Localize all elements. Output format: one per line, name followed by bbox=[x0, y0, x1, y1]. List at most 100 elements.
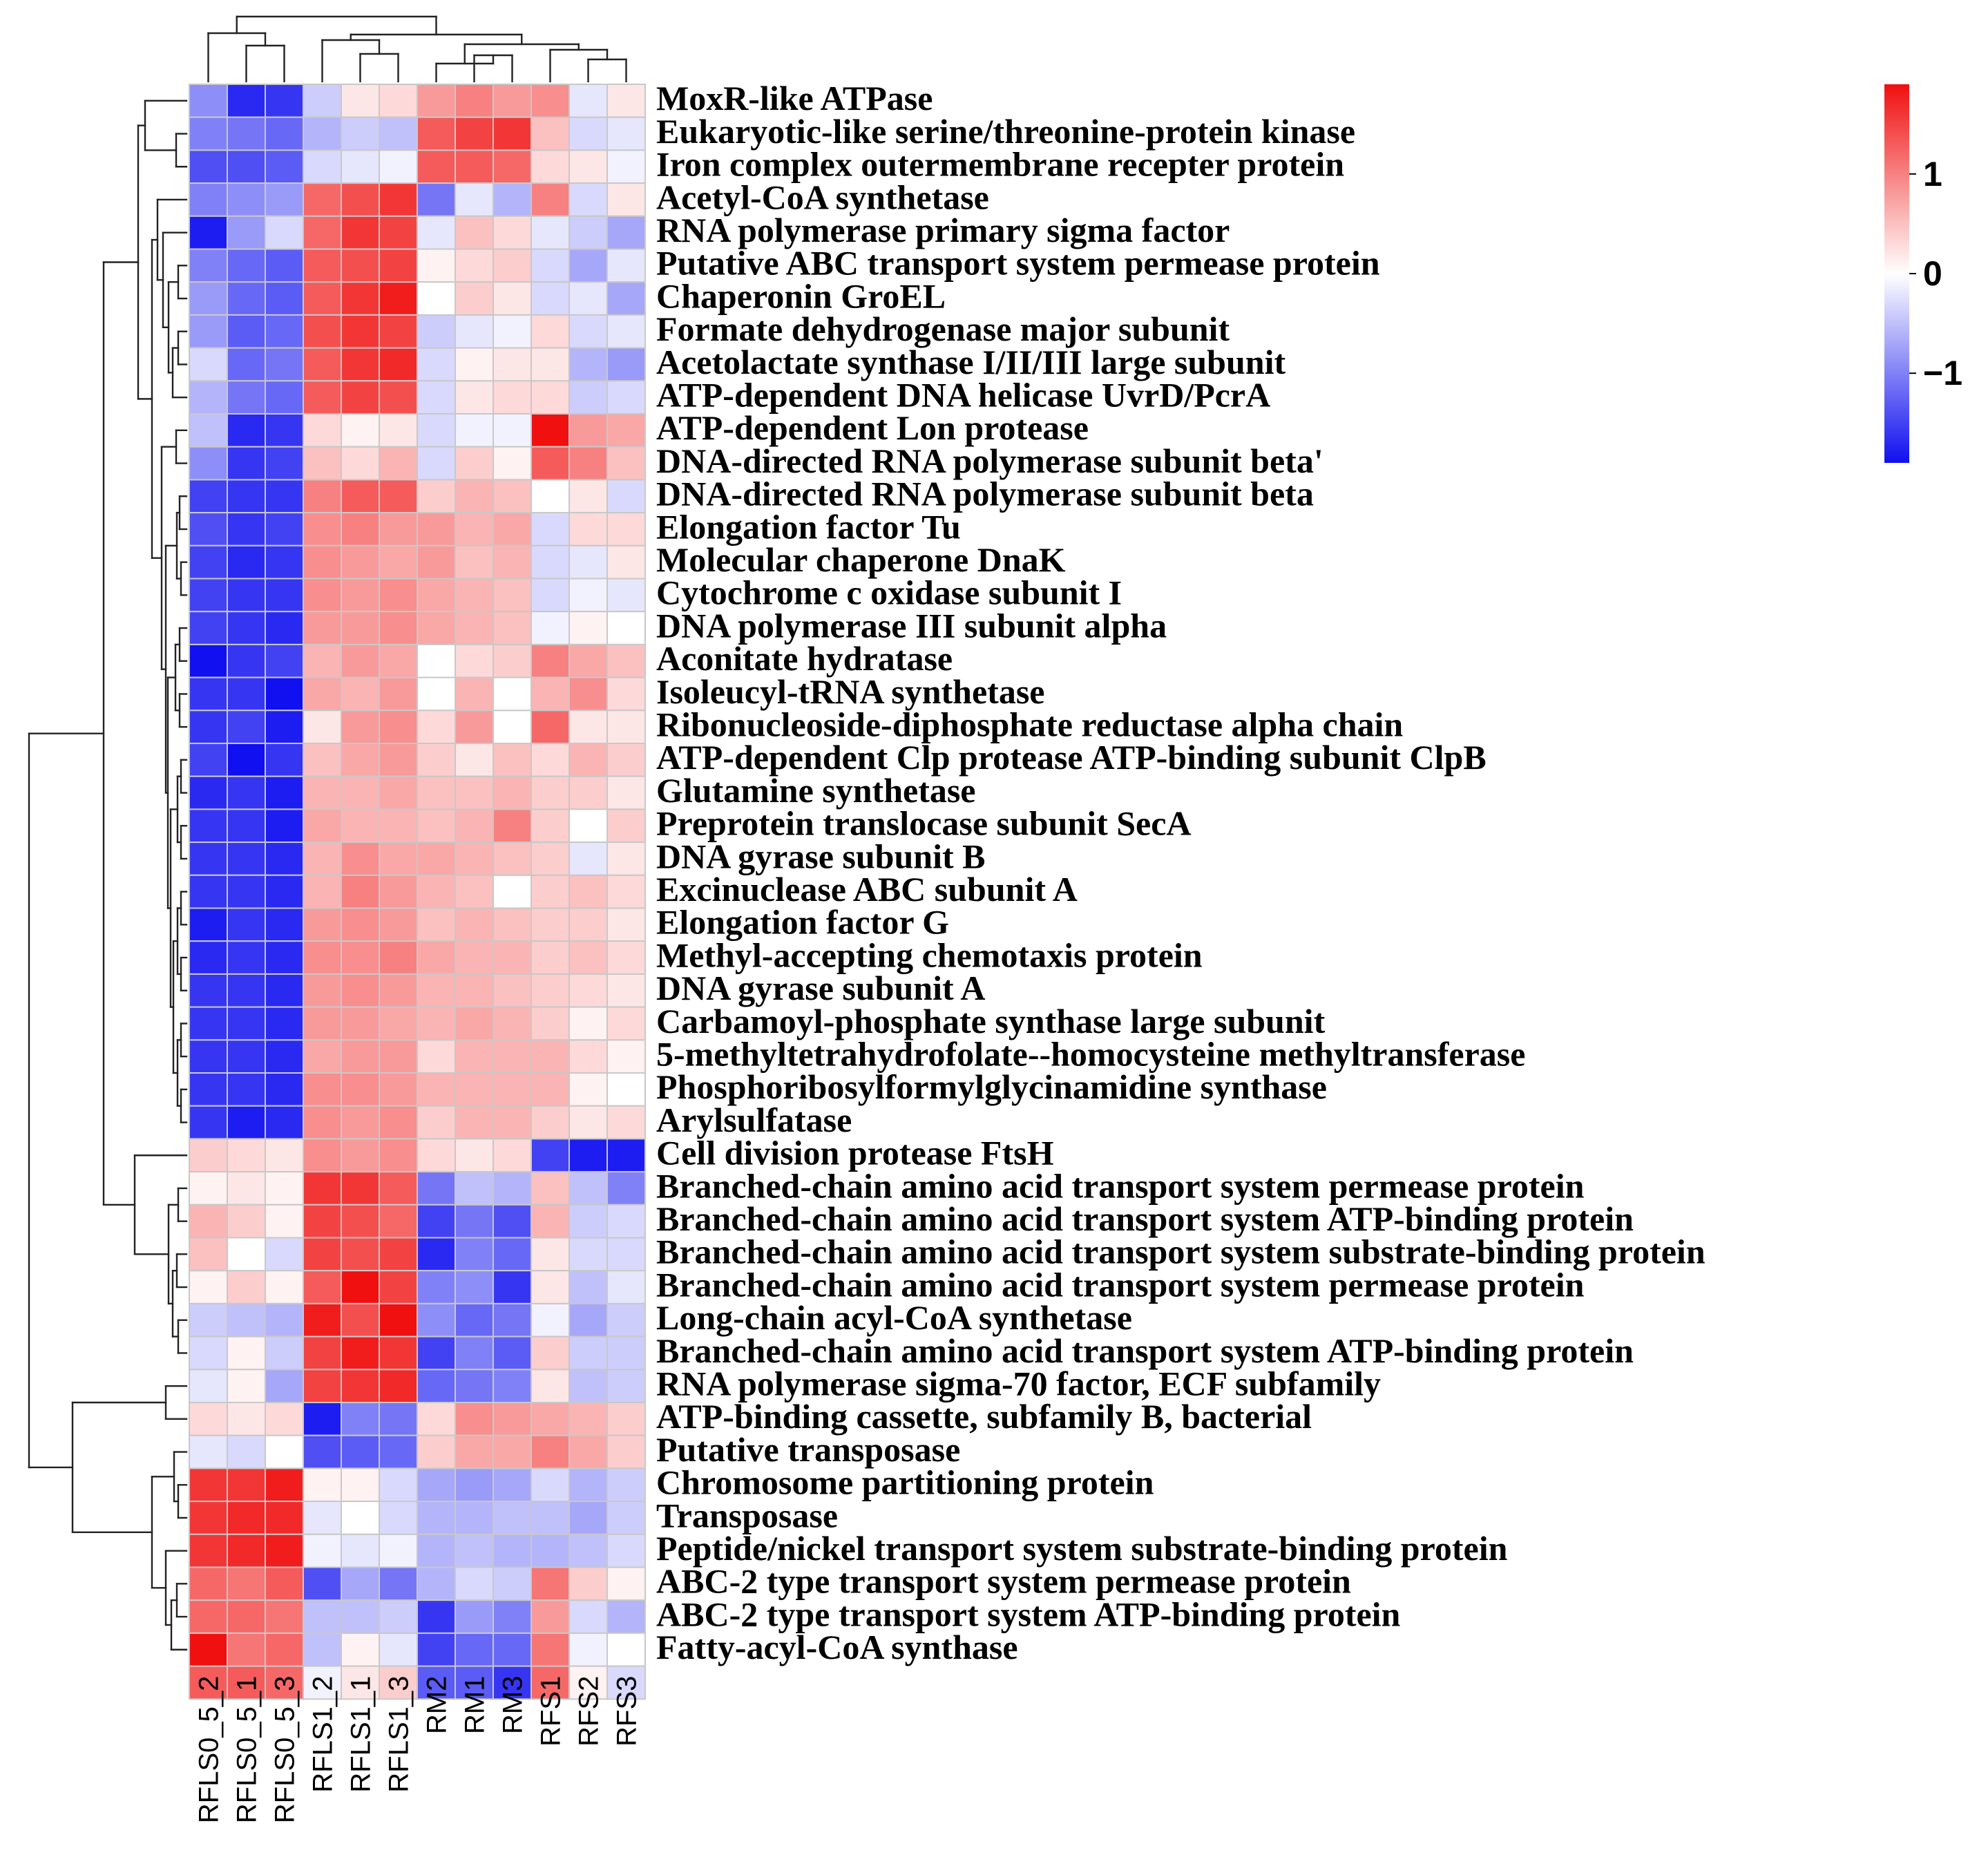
heatmap-cell bbox=[417, 973, 456, 1008]
heatmap-cell bbox=[455, 1467, 494, 1503]
heatmap-cell bbox=[379, 248, 418, 283]
heatmap-cell bbox=[189, 1105, 228, 1140]
heatmap-cell bbox=[341, 907, 380, 942]
heatmap-cell bbox=[341, 380, 380, 415]
heatmap-cell bbox=[341, 578, 380, 613]
heatmap-cell bbox=[606, 1501, 646, 1535]
heatmap-cell bbox=[341, 676, 380, 712]
heatmap-cell bbox=[303, 413, 342, 448]
heatmap-cell bbox=[265, 841, 304, 876]
heatmap-cell bbox=[606, 1434, 646, 1470]
heatmap-cell bbox=[303, 1204, 342, 1239]
heatmap-cell bbox=[531, 380, 570, 415]
heatmap-cell bbox=[531, 907, 570, 942]
heatmap-cell bbox=[341, 1105, 380, 1140]
heatmap-cell bbox=[568, 149, 608, 184]
heatmap-cell bbox=[531, 1006, 570, 1041]
heatmap-cell bbox=[303, 116, 342, 151]
heatmap-cell bbox=[303, 446, 342, 481]
row-label: Eukaryotic-like serine/threonine-protein… bbox=[656, 112, 1355, 151]
heatmap-cell bbox=[531, 1599, 570, 1634]
heatmap-cell bbox=[606, 1006, 646, 1041]
heatmap-cell bbox=[417, 84, 456, 118]
heatmap-cell bbox=[568, 347, 608, 382]
heatmap-cell bbox=[568, 1501, 608, 1535]
heatmap-cell bbox=[265, 1632, 304, 1667]
heatmap-cell bbox=[531, 84, 570, 118]
row-label: Carbamoyl-phosphate synthase large subun… bbox=[656, 1002, 1326, 1040]
heatmap-cell bbox=[227, 1105, 266, 1140]
heatmap-cell bbox=[417, 347, 456, 382]
heatmap-cell bbox=[568, 907, 608, 942]
heatmap-cell bbox=[189, 149, 228, 184]
heatmap-cell bbox=[531, 841, 570, 876]
heatmap-cell bbox=[493, 281, 532, 316]
heatmap-cell bbox=[341, 643, 380, 678]
row-label: Glutamine synthetase bbox=[656, 771, 976, 810]
heatmap-cell bbox=[455, 84, 494, 118]
heatmap-cell bbox=[493, 743, 532, 777]
heatmap-cell bbox=[265, 149, 304, 184]
column-label: RM3 bbox=[498, 1676, 528, 1734]
heatmap-cell bbox=[379, 1566, 418, 1601]
heatmap-cell bbox=[606, 1237, 646, 1272]
heatmap-cell bbox=[531, 1270, 570, 1304]
heatmap-cell bbox=[379, 578, 418, 613]
heatmap-cell bbox=[493, 1335, 532, 1371]
heatmap-cell bbox=[379, 611, 418, 645]
row-label: ATP-dependent Clp protease ATP-binding s… bbox=[656, 738, 1487, 777]
row-label: Formate dehydrogenase major subunit bbox=[656, 310, 1230, 348]
column-labels: RFLS0_5_2 RFLS0_5_1 RFLS0_5_3 RFLS1_2 RFLS1_… bbox=[194, 1676, 642, 1823]
heatmap-cell bbox=[265, 578, 304, 613]
heatmap-cell bbox=[265, 281, 304, 316]
heatmap-cell bbox=[568, 643, 608, 678]
heatmap-cell bbox=[606, 1566, 646, 1601]
heatmap-cell bbox=[379, 907, 418, 942]
heatmap-cell bbox=[379, 775, 418, 810]
heatmap-cell bbox=[303, 1072, 342, 1107]
heatmap-cell bbox=[417, 116, 456, 151]
heatmap-cell bbox=[379, 544, 418, 580]
heatmap-cell bbox=[265, 907, 304, 942]
heatmap-cell bbox=[227, 1665, 266, 1700]
heatmap-cell bbox=[341, 215, 380, 250]
heatmap-cell bbox=[606, 1599, 646, 1634]
heatmap-cell bbox=[341, 775, 380, 810]
heatmap-cell bbox=[379, 116, 418, 151]
heatmap-cell bbox=[189, 578, 228, 613]
color-legend-bar bbox=[1884, 84, 1909, 463]
row-label: DNA-directed RNA polymerase subunit beta… bbox=[656, 441, 1323, 480]
row-label: DNA polymerase III subunit alpha bbox=[656, 606, 1167, 645]
heatmap-cell bbox=[379, 1138, 418, 1173]
heatmap-cell bbox=[568, 281, 608, 316]
heatmap-cell bbox=[531, 1072, 570, 1107]
heatmap-cell bbox=[379, 1039, 418, 1074]
heatmap-cell bbox=[189, 215, 228, 250]
heatmap-cell bbox=[379, 479, 418, 514]
heatmap-cell bbox=[265, 116, 304, 151]
heatmap-cell bbox=[417, 578, 456, 613]
heatmap-cell bbox=[341, 512, 380, 546]
row-label: RNA polymerase sigma-70 factor, ECF subf… bbox=[656, 1364, 1381, 1403]
heatmap-cell bbox=[265, 1204, 304, 1239]
heatmap-cell bbox=[379, 1204, 418, 1239]
heatmap-cell bbox=[227, 1039, 266, 1074]
heatmap-cell bbox=[455, 743, 494, 777]
heatmap-cell bbox=[303, 248, 342, 283]
heatmap-cell bbox=[265, 215, 304, 250]
heatmap-cell bbox=[341, 446, 380, 481]
heatmap-cell bbox=[341, 1402, 380, 1436]
row-label: Aconitate hydratase bbox=[656, 639, 953, 678]
heatmap-cell bbox=[341, 1533, 380, 1568]
heatmap-cell bbox=[227, 1237, 266, 1272]
heatmap-cell bbox=[265, 1369, 304, 1404]
heatmap-cell bbox=[455, 281, 494, 316]
legend-tick-label: 0 bbox=[1923, 254, 1942, 293]
heatmap-cell bbox=[303, 578, 342, 613]
heatmap-cell bbox=[379, 1237, 418, 1272]
heatmap-cell bbox=[417, 479, 456, 514]
heatmap-cell bbox=[189, 1501, 228, 1535]
heatmap-cell bbox=[265, 446, 304, 481]
heatmap-cell bbox=[341, 1006, 380, 1041]
